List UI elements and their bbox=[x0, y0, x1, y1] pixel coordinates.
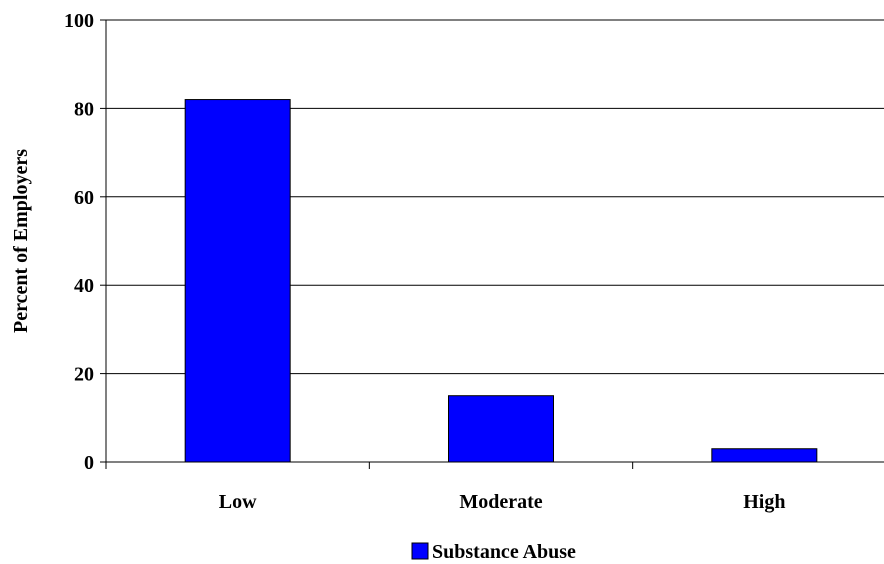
bar-high bbox=[711, 448, 818, 463]
y-tick-label: 0 bbox=[84, 452, 94, 474]
y-tick-label: 100 bbox=[64, 10, 94, 32]
y-axis-label: Percent of Employers bbox=[10, 149, 32, 333]
x-tick-label: Low bbox=[219, 491, 257, 513]
y-tick-labels: 0 20 40 60 80 100 bbox=[64, 10, 94, 474]
bars bbox=[184, 99, 818, 463]
bar-moderate bbox=[448, 395, 554, 463]
y-tick-label: 60 bbox=[74, 187, 94, 209]
y-tick-label: 40 bbox=[74, 275, 94, 297]
y-tick-label: 20 bbox=[74, 364, 94, 386]
legend-label: Substance Abuse bbox=[432, 541, 576, 563]
bar-low bbox=[184, 99, 291, 463]
legend: Substance Abuse bbox=[411, 541, 576, 563]
x-tick-label: High bbox=[743, 491, 785, 513]
legend-swatch bbox=[411, 542, 429, 560]
x-tick-label: Moderate bbox=[459, 491, 542, 513]
x-tick-labels: Low Moderate High bbox=[219, 491, 786, 513]
y-tick-label: 80 bbox=[74, 98, 94, 120]
axes bbox=[100, 19, 884, 469]
